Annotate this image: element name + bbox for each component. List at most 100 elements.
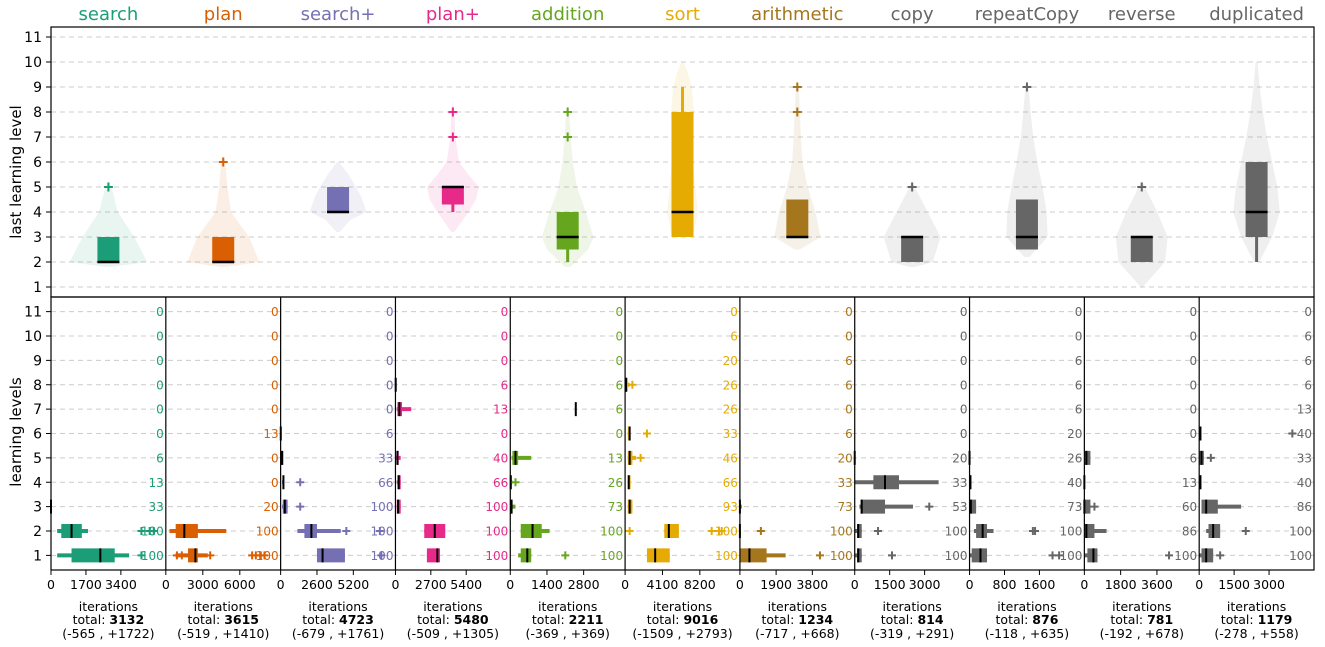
count-repeatCopy-level-9: 6 <box>1075 354 1083 368</box>
bottom-ytick-label-6: 6 <box>33 427 42 443</box>
count-duplicated-level-9: 6 <box>1304 354 1312 368</box>
count-plan-level-5: 0 <box>271 451 279 465</box>
flier-arithmetic-1 <box>792 82 802 92</box>
count-sort-level-9: 20 <box>723 354 738 368</box>
bottom-ytick-label-2: 2 <box>33 524 42 540</box>
hflier-copy-level-2-0 <box>874 527 883 535</box>
top-ytick-label-9: 9 <box>33 80 42 96</box>
count-sort-level-8: 26 <box>723 378 738 392</box>
count-plan+-level-10: 0 <box>501 330 509 344</box>
count-plan-level-8: 0 <box>271 378 279 392</box>
count-repeatCopy-level-1: 100 <box>1059 549 1082 563</box>
hflier-sort-level-6-0 <box>642 429 651 438</box>
hflier-search+-level-1-0 <box>377 551 386 560</box>
count-arithmetic-level-7: 0 <box>845 403 853 417</box>
box-sort <box>671 112 694 237</box>
count-repeatCopy-level-2: 100 <box>1059 525 1082 539</box>
count-addition-level-9: 0 <box>615 354 623 368</box>
count-arithmetic-level-2: 100 <box>830 525 853 539</box>
xtick-label-copy-1: 1500 <box>874 577 906 592</box>
hflier-reverse-level-3-0 <box>1090 502 1099 511</box>
top-ytick-label-11: 11 <box>24 30 42 46</box>
total-value-arithmetic: 1234 <box>798 612 833 627</box>
hflier-duplicated-level-6-0 <box>1288 429 1297 438</box>
xlabel-plan: iterations <box>194 599 253 614</box>
flier-search-0 <box>103 182 113 192</box>
total-value-copy: 814 <box>917 612 943 627</box>
total-prefix-plan+: total: <box>417 612 454 627</box>
hflier-arithmetic-level-1-0 <box>815 551 824 560</box>
count-plan+-level-11: 0 <box>501 305 509 319</box>
count-duplicated-level-3: 86 <box>1297 500 1312 514</box>
xtick-label-addition-2: 2800 <box>568 577 600 592</box>
violin-plan <box>187 157 260 267</box>
hbox-repeatCopy-level-2 <box>976 524 988 538</box>
range-arithmetic: (-717 , +668) <box>755 626 839 641</box>
hflier-search-level-2-2 <box>149 527 158 535</box>
task-title-copy: copy <box>891 4 934 25</box>
box-copy <box>901 237 924 262</box>
total-prefix-arithmetic: total: <box>762 612 799 627</box>
count-arithmetic-level-6: 6 <box>845 427 853 441</box>
bottom-panel: 1001003313600000010010020001300000100100… <box>50 305 1312 563</box>
xlabel-addition: iterations <box>538 599 597 614</box>
xtick-label-arithmetic-0: 0 <box>736 577 744 592</box>
count-arithmetic-level-4: 33 <box>837 476 852 490</box>
count-duplicated-level-4: 40 <box>1297 476 1312 490</box>
count-plan-level-7: 0 <box>271 403 279 417</box>
count-copy-level-1: 100 <box>945 549 968 563</box>
xlabel-plan+: iterations <box>423 599 482 614</box>
count-search-level-9: 0 <box>156 354 164 368</box>
total-value-search: 3132 <box>109 612 144 627</box>
xtick-label-plan+-1: 2700 <box>415 577 447 592</box>
hbox-addition-level-1 <box>520 548 532 563</box>
hbox-arithmetic-level-1 <box>739 548 767 563</box>
violin-plan+ <box>427 104 479 232</box>
count-duplicated-level-5: 33 <box>1297 451 1312 465</box>
range-repeatCopy: (-118 , +635) <box>985 626 1069 641</box>
total-prefix-search: total: <box>73 612 110 627</box>
hbox-sort-level-2 <box>664 524 679 538</box>
task-title-plan+: plan+ <box>426 4 480 25</box>
count-search-level-3: 33 <box>149 500 164 514</box>
top-ytick-label-6: 6 <box>33 155 42 171</box>
count-repeatCopy-level-3: 73 <box>1067 500 1082 514</box>
range-duplicated: (-278 , +558) <box>1214 626 1298 641</box>
count-search-level-1: 100 <box>141 549 164 563</box>
count-copy-level-4: 33 <box>952 476 967 490</box>
total-reverse: total: 781 <box>1110 612 1173 627</box>
xtick-label-reverse-2: 3600 <box>1141 577 1173 592</box>
box-repeatCopy <box>1015 199 1038 250</box>
xtick-label-copy-0: 0 <box>851 577 859 592</box>
xlabel-repeatCopy: iterations <box>997 599 1056 614</box>
count-sort-level-3: 93 <box>723 500 738 514</box>
total-prefix-copy: total: <box>881 612 918 627</box>
xtick-label-plan-1: 3000 <box>187 577 219 592</box>
count-addition-level-8: 6 <box>615 378 623 392</box>
count-sort-level-11: 0 <box>730 305 738 319</box>
task-title-addition: addition <box>531 4 604 25</box>
xtick-label-plan+-2: 5400 <box>450 577 482 592</box>
count-search+-level-7: 0 <box>386 403 394 417</box>
count-addition-level-6: 0 <box>615 427 623 441</box>
count-search+-level-3: 100 <box>371 500 394 514</box>
hbox-reverse-level-5 <box>1084 450 1091 465</box>
task-title-repeatCopy: repeatCopy <box>975 4 1080 25</box>
xlabel-search: iterations <box>79 599 138 614</box>
total-value-addition: 2211 <box>569 612 604 627</box>
hbox-duplicated-level-1 <box>1201 548 1214 563</box>
hflier-duplicated-level-2-0 <box>1241 527 1250 535</box>
count-plan+-level-3: 100 <box>485 500 508 514</box>
count-search+-level-8: 0 <box>386 378 394 392</box>
range-plan+: (-509 , +1305) <box>407 626 499 641</box>
count-reverse-level-11: 0 <box>1190 305 1198 319</box>
range-search+: (-679 , +1761) <box>292 626 384 641</box>
hflier-search-level-2-0 <box>137 527 146 535</box>
count-search-level-5: 6 <box>156 451 164 465</box>
count-copy-level-5: 20 <box>952 451 967 465</box>
count-reverse-level-6: 0 <box>1190 427 1198 441</box>
count-reverse-level-1: 100 <box>1174 549 1197 563</box>
bottom-y-label: learning levels <box>7 377 25 487</box>
count-search+-level-9: 0 <box>386 354 394 368</box>
count-plan-level-10: 0 <box>271 330 279 344</box>
